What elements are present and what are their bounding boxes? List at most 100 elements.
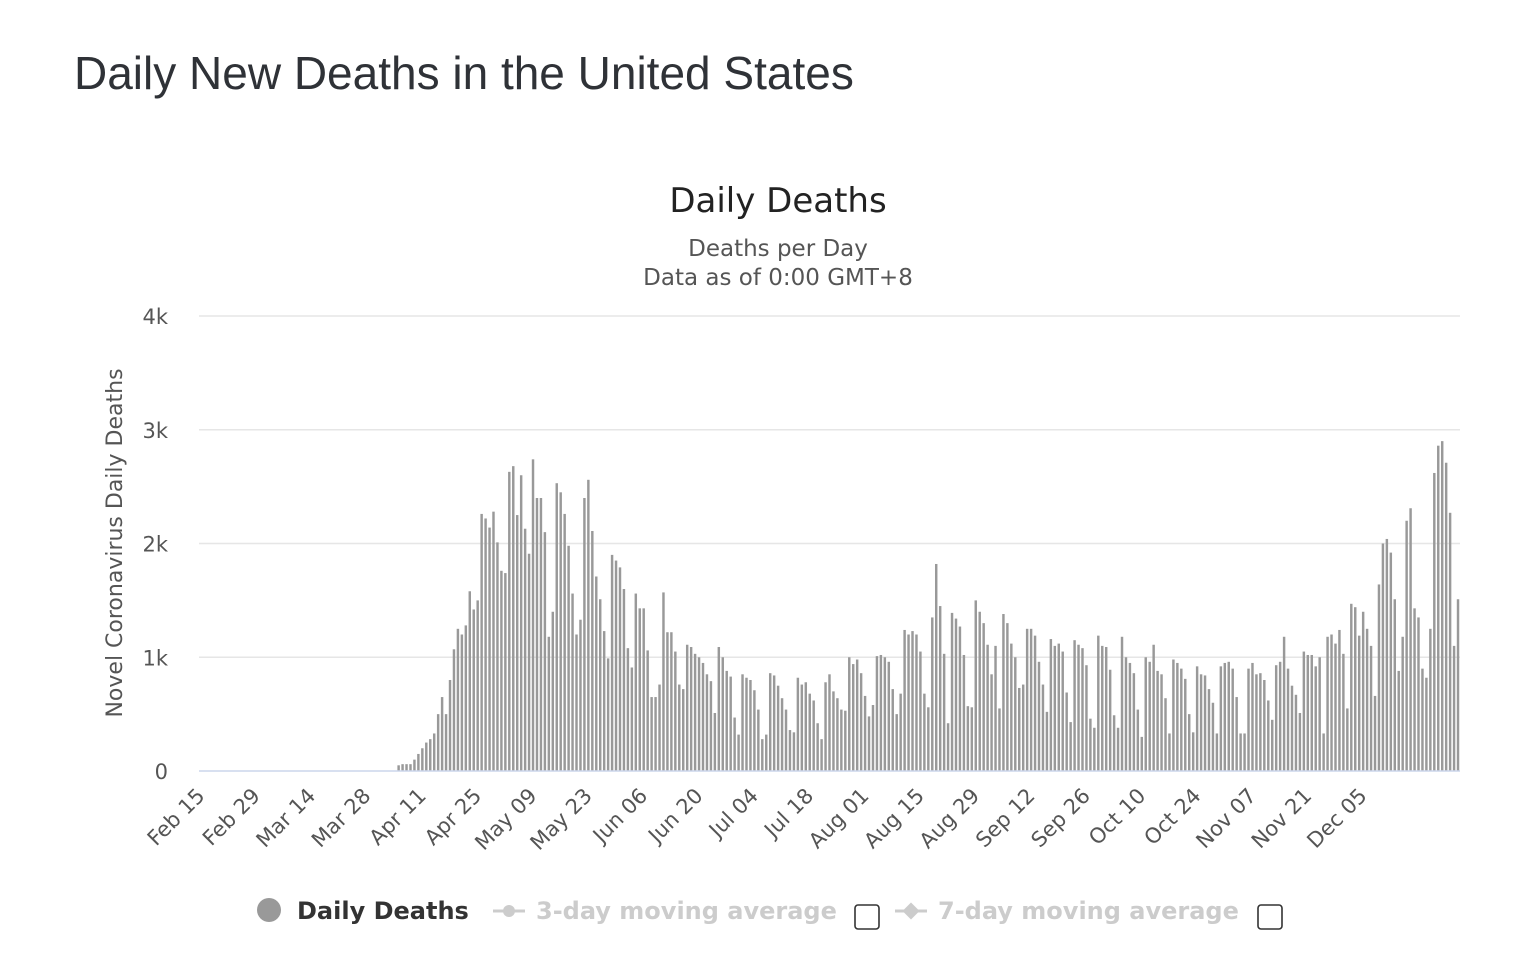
bar[interactable] [519, 475, 523, 771]
bar[interactable] [559, 492, 562, 771]
bar[interactable] [1061, 651, 1064, 771]
bar[interactable] [804, 682, 808, 771]
bar[interactable] [832, 691, 835, 772]
bar[interactable] [855, 659, 859, 771]
bar[interactable] [788, 730, 792, 771]
bar[interactable] [634, 593, 638, 771]
bar[interactable] [713, 712, 717, 771]
bar[interactable] [1188, 714, 1191, 772]
bar[interactable] [512, 466, 515, 771]
bar[interactable] [1057, 643, 1060, 771]
bar[interactable] [1128, 662, 1132, 771]
bar[interactable] [836, 698, 839, 771]
bar[interactable] [1140, 736, 1144, 772]
bar[interactable] [1271, 719, 1274, 771]
bar[interactable] [1025, 628, 1029, 771]
bar[interactable] [421, 748, 424, 771]
bar[interactable] [1136, 709, 1140, 771]
bar[interactable] [1369, 645, 1373, 772]
bar[interactable] [575, 634, 578, 772]
bar[interactable] [867, 716, 871, 771]
legend-item-7-day-average[interactable]: 7-day moving average [895, 897, 1239, 925]
bar[interactable] [488, 527, 491, 771]
bar[interactable] [863, 695, 867, 771]
bar[interactable] [1278, 661, 1282, 771]
bar[interactable] [887, 661, 891, 771]
bar[interactable] [1203, 675, 1207, 771]
bar[interactable] [401, 764, 404, 771]
bar[interactable] [757, 709, 760, 771]
bar[interactable] [1097, 635, 1100, 771]
bar[interactable] [808, 693, 811, 771]
bar[interactable] [464, 625, 468, 771]
bar[interactable] [1318, 657, 1321, 771]
bar[interactable] [425, 742, 428, 771]
bar[interactable] [1045, 711, 1049, 771]
bar[interactable] [452, 649, 456, 771]
bar[interactable] [523, 528, 527, 771]
bar[interactable] [1195, 666, 1199, 771]
bar[interactable] [954, 618, 958, 771]
bar[interactable] [721, 657, 724, 771]
bar[interactable] [460, 634, 464, 772]
bar[interactable] [1215, 733, 1219, 771]
bar[interactable] [1302, 651, 1306, 771]
bar[interactable] [1014, 657, 1017, 771]
bar[interactable] [844, 710, 847, 771]
bar[interactable] [931, 617, 934, 771]
bar[interactable] [476, 600, 479, 772]
bar[interactable] [1389, 552, 1393, 771]
bar[interactable] [982, 623, 985, 772]
bar[interactable] [543, 532, 547, 772]
bar[interactable] [1077, 644, 1080, 771]
bar[interactable] [1294, 694, 1298, 771]
bar[interactable] [907, 634, 910, 772]
bar[interactable] [1101, 645, 1104, 772]
bar[interactable] [745, 677, 748, 771]
bar[interactable] [508, 471, 511, 771]
bar[interactable] [682, 689, 685, 771]
bar[interactable] [1041, 684, 1045, 771]
bar[interactable] [1393, 599, 1396, 771]
bar[interactable] [1334, 643, 1337, 771]
bar[interactable] [1405, 520, 1408, 771]
bar[interactable] [753, 690, 756, 771]
bar[interactable] [1409, 508, 1412, 771]
bar[interactable] [848, 657, 851, 771]
bar[interactable] [1247, 668, 1250, 772]
bar[interactable] [1286, 668, 1290, 772]
bar[interactable] [1018, 687, 1021, 771]
bar[interactable] [1448, 512, 1452, 771]
bar[interactable] [962, 654, 966, 771]
bar[interactable] [1235, 697, 1238, 771]
bar[interactable] [622, 589, 626, 771]
bar[interactable] [1104, 647, 1108, 771]
bar[interactable] [405, 764, 408, 771]
bar[interactable] [571, 593, 574, 771]
bar[interactable] [942, 653, 946, 771]
bar[interactable] [504, 573, 507, 771]
bar[interactable] [923, 693, 926, 771]
bar[interactable] [618, 567, 622, 771]
bar[interactable] [1274, 665, 1278, 771]
bar[interactable] [1124, 657, 1128, 771]
bar[interactable] [895, 714, 898, 772]
bar[interactable] [1330, 634, 1333, 772]
bar[interactable] [539, 498, 543, 771]
bar[interactable] [1243, 733, 1246, 771]
bar[interactable] [915, 634, 918, 772]
bar[interactable] [768, 673, 772, 771]
bar[interactable] [555, 483, 558, 771]
legend-item-3-day-average[interactable]: 3-day moving average [493, 897, 837, 925]
bar[interactable] [646, 650, 649, 771]
bar[interactable] [547, 636, 551, 771]
bar[interactable] [678, 684, 681, 771]
bar[interactable] [851, 664, 855, 771]
bar[interactable] [871, 705, 875, 771]
bar[interactable] [650, 697, 653, 771]
bar[interactable] [729, 676, 732, 771]
bar[interactable] [535, 498, 539, 771]
bar[interactable] [496, 542, 499, 771]
bar[interactable] [709, 681, 713, 771]
bar[interactable] [859, 673, 863, 771]
